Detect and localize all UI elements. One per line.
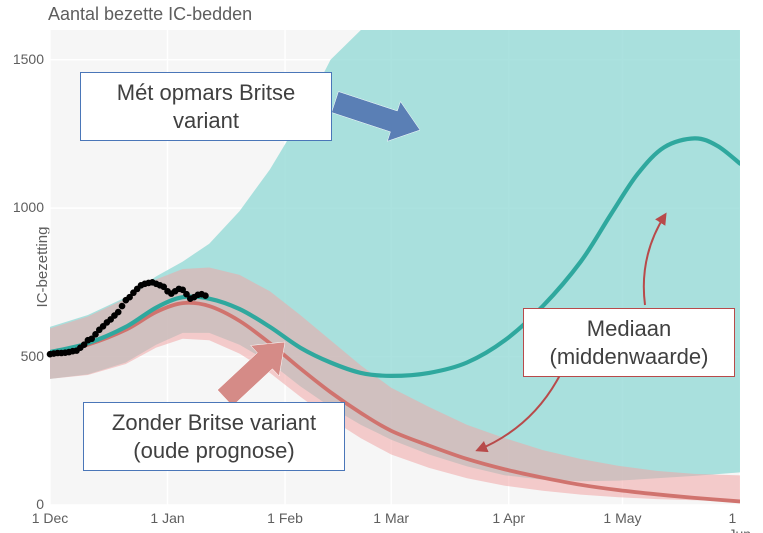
annotation-text: (middenwaarde) <box>550 344 709 369</box>
annotation-text: (oude prognose) <box>133 438 294 463</box>
annotation-median: Mediaan (middenwaarde) <box>523 308 735 377</box>
x-tick-label: 1 Jun <box>729 510 752 533</box>
annotation-text: Mét opmars Britse <box>117 80 296 105</box>
x-tick-label: 1 Jan <box>150 510 184 526</box>
x-tick-label: 1 Mar <box>373 510 409 526</box>
y-tick-label: 500 <box>4 348 44 364</box>
x-tick-label: 1 Feb <box>267 510 303 526</box>
annotation-text: variant <box>173 108 239 133</box>
annotation-with-variant: Mét opmars Britse variant <box>80 72 332 141</box>
annotation-without-variant: Zonder Britse variant (oude prognose) <box>83 402 345 471</box>
y-tick-label: 1500 <box>4 51 44 67</box>
annotation-text: Mediaan <box>587 316 671 341</box>
y-tick-label: 1000 <box>4 199 44 215</box>
x-tick-label: 1 Apr <box>492 510 525 526</box>
x-tick-label: 1 Dec <box>32 510 69 526</box>
annotation-text: Zonder Britse variant <box>112 410 316 435</box>
x-tick-label: 1 May <box>603 510 641 526</box>
chart-container: Aantal bezette IC-bedden IC-bezetting Mé… <box>0 0 763 533</box>
